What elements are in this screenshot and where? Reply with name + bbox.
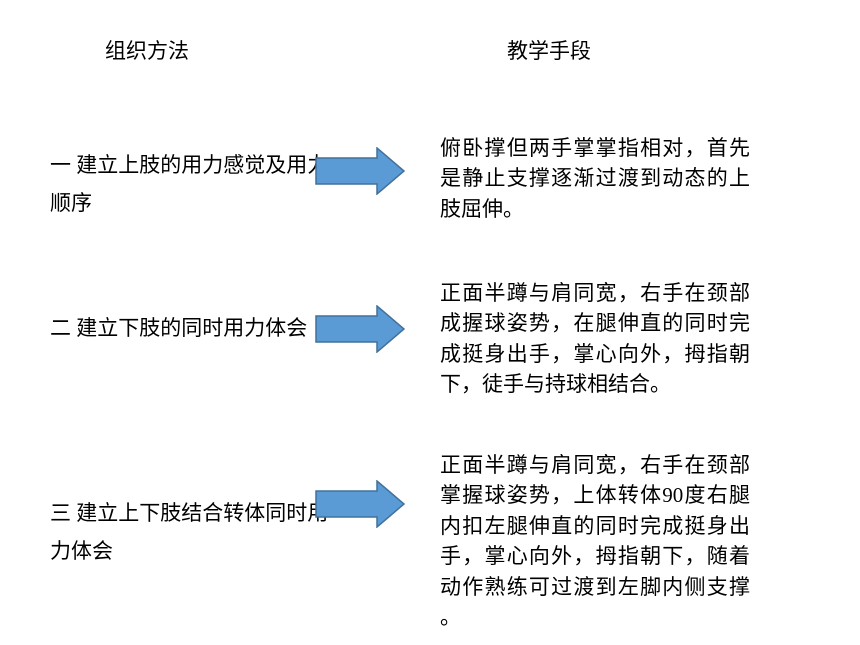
row1-right: 俯卧撑但两手掌掌指相对，首先是静止支撑逐渐过渡到动态的上肢屈伸。 [440, 133, 750, 224]
row3-left: 三 建立上下肢结合转体同时用力体会 [50, 495, 330, 571]
arrow-icon [315, 147, 405, 200]
header-left: 组织方法 [105, 35, 189, 65]
row2-right: 正面半蹲与肩同宽，右手在颈部成握球姿势，在腿伸直的同时完成挺身出手，掌心向外，拇… [440, 278, 750, 400]
arrow-svg-2 [315, 305, 405, 353]
arrow-svg-3 [315, 480, 405, 528]
row3-right: 正面半蹲与肩同宽，右手在颈部掌握球姿势，上体转体90度右腿内扣左腿伸直的同时完成… [440, 450, 750, 633]
row2-left: 二 建立下肢的同时用力体会 [50, 310, 330, 348]
arrow-icon [315, 480, 405, 533]
header-right: 教学手段 [507, 35, 591, 65]
diagram-container: 组织方法 教学手段 一 建立上肢的用力感觉及用力顺序 俯卧撑但两手掌掌指相对，首… [0, 0, 860, 645]
arrow-svg-1 [315, 147, 405, 195]
row1-left: 一 建立上肢的用力感觉及用力顺序 [50, 147, 330, 223]
arrow-icon [315, 305, 405, 358]
